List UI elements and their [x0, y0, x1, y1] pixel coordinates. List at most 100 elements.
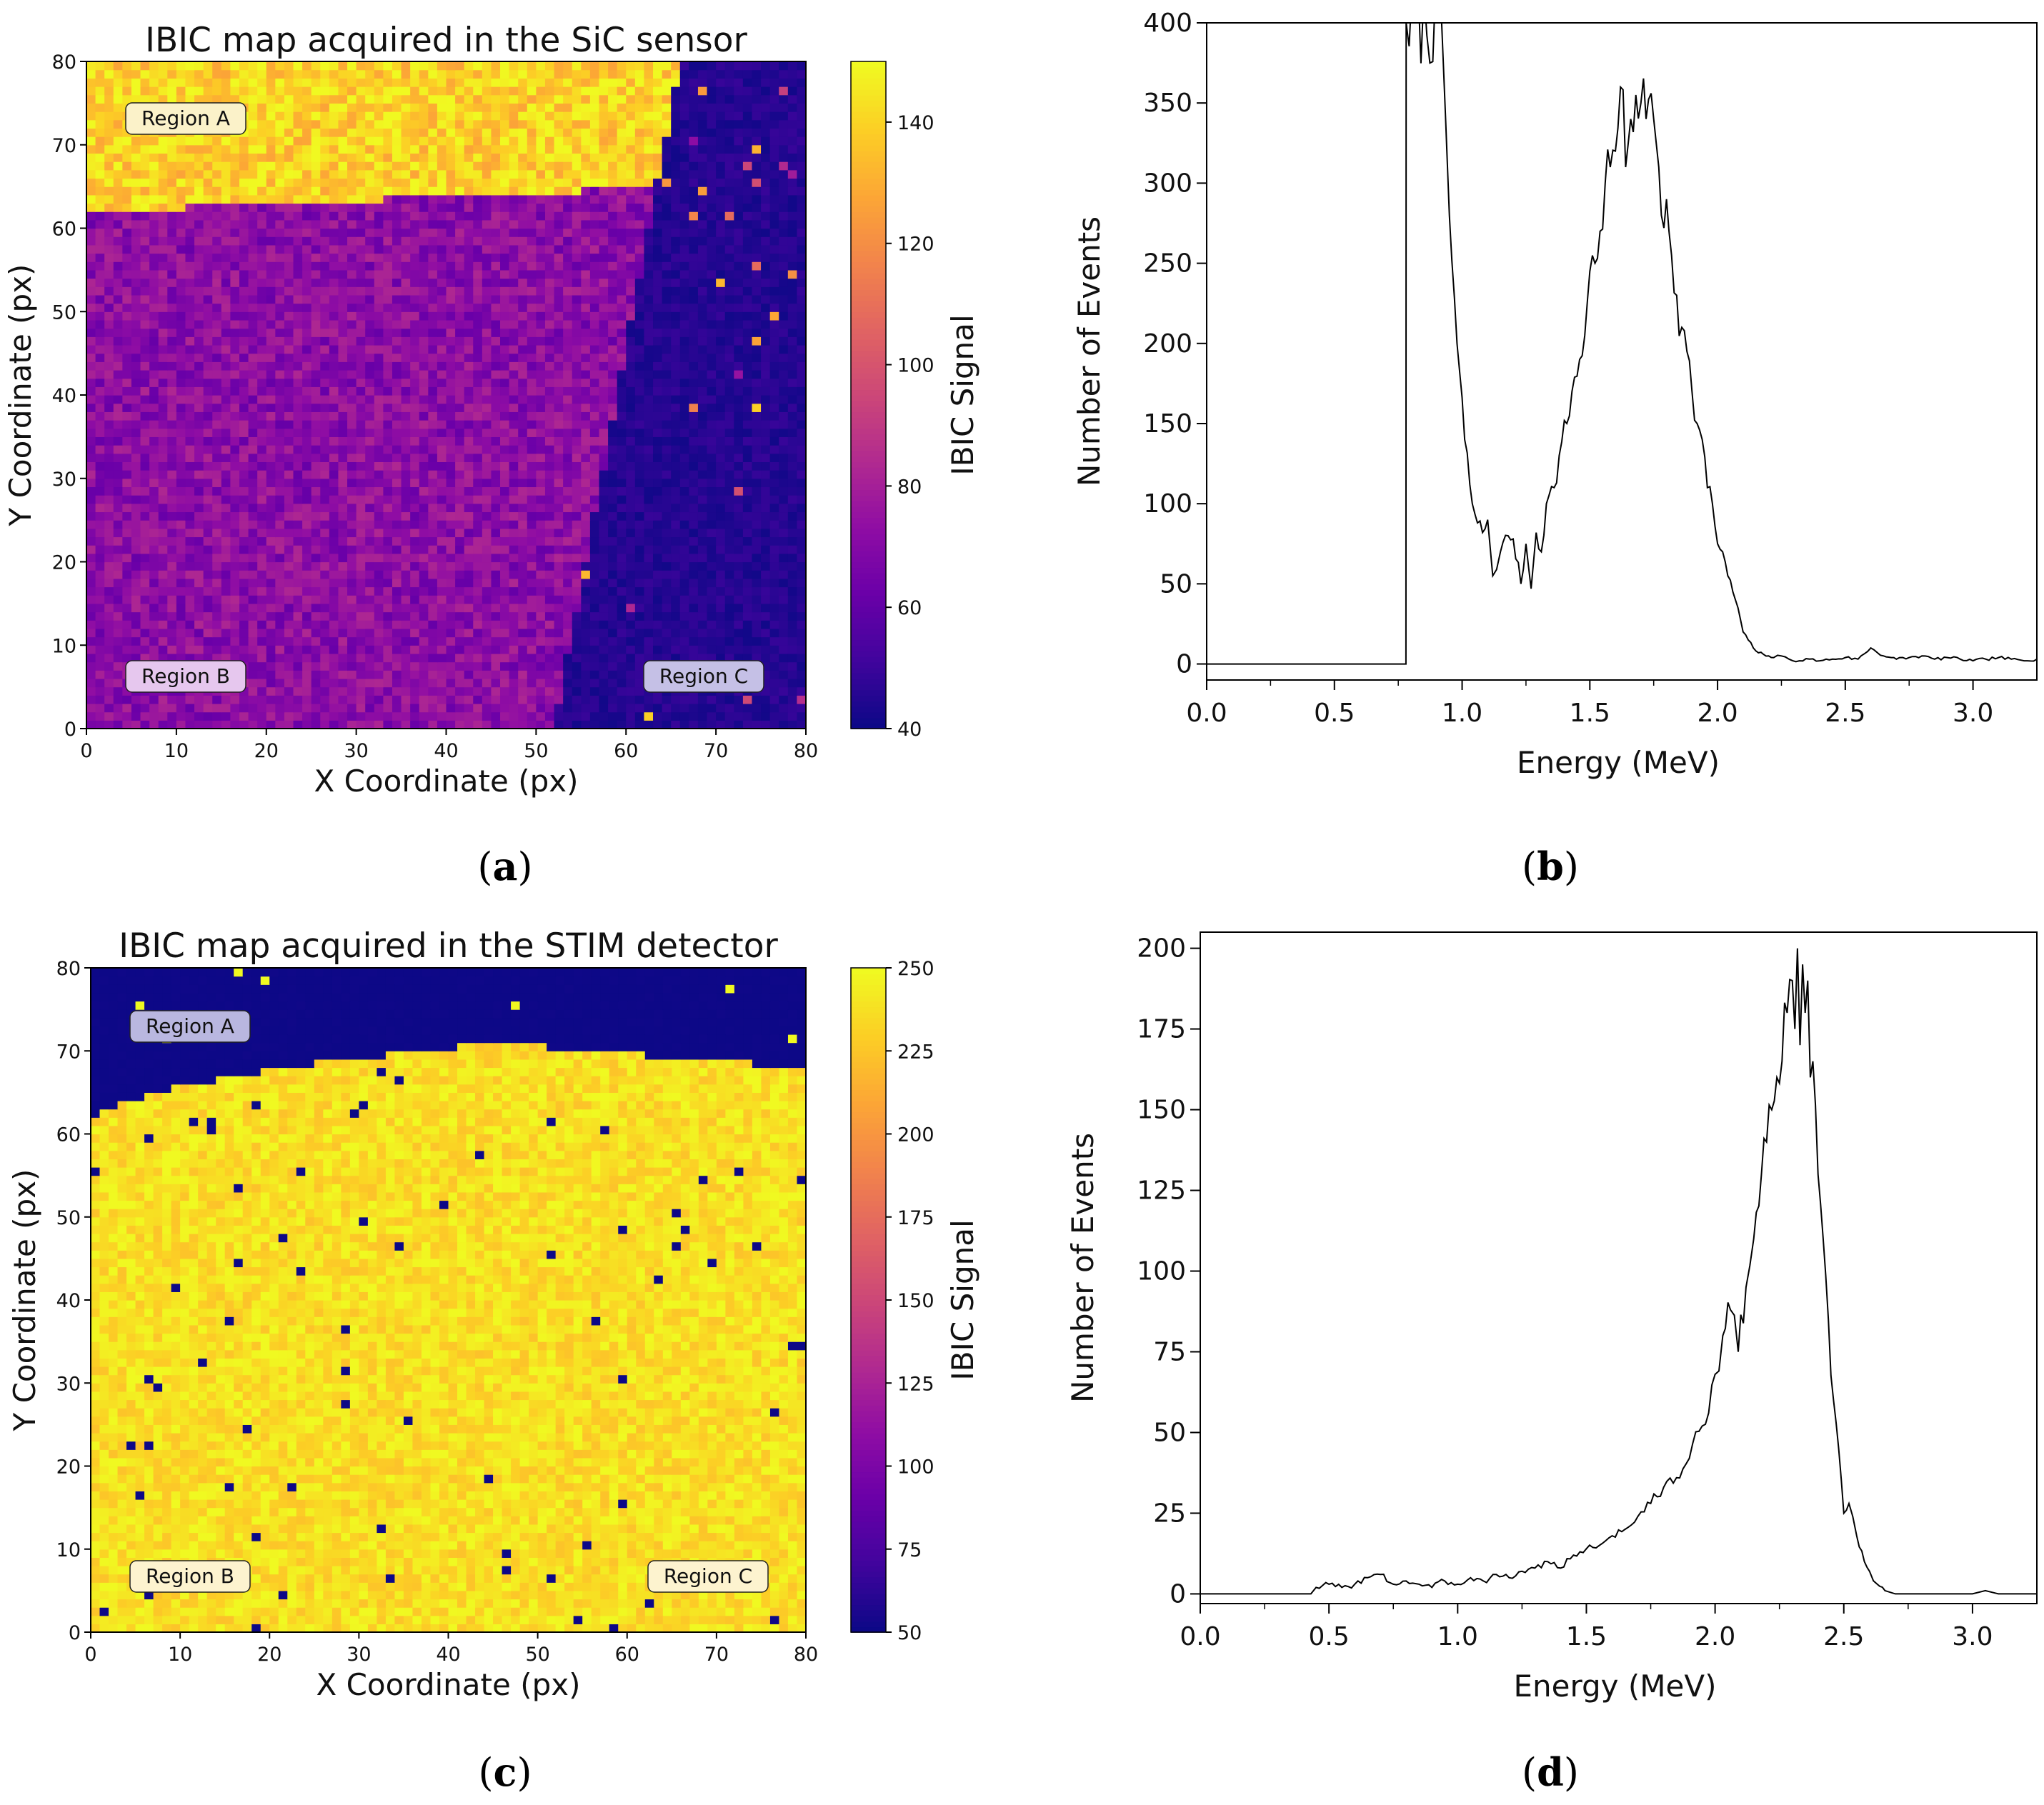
heatmap-cell	[742, 228, 753, 237]
heatmap-cell	[140, 228, 150, 237]
heatmap-cell	[572, 353, 582, 362]
heatmap-cell	[275, 553, 285, 563]
heatmap-cell	[527, 711, 537, 721]
heatmap-cell	[167, 428, 177, 437]
heatmap-cell	[149, 528, 159, 538]
heatmap-cell	[194, 703, 204, 713]
heatmap-cell	[266, 420, 276, 429]
heatmap-cell	[86, 461, 96, 471]
heatmap-cell	[554, 578, 564, 588]
heatmap-cell	[113, 219, 123, 229]
heatmap-cell	[527, 653, 537, 663]
heatmap-cell	[724, 461, 734, 471]
heatmap-cell	[86, 645, 96, 654]
heatmap-cell	[500, 628, 510, 638]
heatmap-cell	[230, 336, 240, 346]
heatmap-cell	[662, 636, 672, 646]
heatmap-cell	[779, 503, 789, 513]
heatmap-cell	[734, 219, 744, 229]
heatmap-cell	[509, 261, 519, 271]
heatmap-cell	[769, 211, 779, 221]
heatmap-cell	[248, 495, 258, 504]
heatmap-cell	[634, 645, 645, 654]
heatmap-cell	[554, 420, 564, 429]
heatmap-cell	[697, 636, 708, 646]
heatmap-cell	[248, 211, 258, 221]
heatmap-cell	[428, 403, 438, 412]
heatmap-cell	[140, 203, 150, 212]
heatmap-cell	[275, 420, 285, 429]
heatmap-cell	[158, 353, 168, 362]
heatmap-cell	[365, 294, 375, 304]
heatmap-cell	[248, 311, 258, 321]
heatmap-cell	[239, 520, 249, 529]
heatmap-cell	[392, 520, 402, 529]
heatmap-cell	[455, 653, 465, 663]
heatmap-cell	[419, 336, 429, 346]
heatmap-cell	[697, 628, 708, 638]
heatmap-cell	[742, 378, 753, 387]
heatmap-cell	[662, 461, 672, 471]
heatmap-cell	[473, 353, 483, 362]
heatmap-cell	[401, 219, 411, 229]
heatmap-cell	[716, 570, 726, 579]
heatmap-cell	[554, 319, 564, 329]
heatmap-cell	[266, 686, 276, 696]
heatmap-cell	[527, 369, 537, 379]
heatmap-cell	[518, 636, 528, 646]
heatmap-cell	[320, 328, 330, 337]
heatmap-cell	[617, 244, 627, 254]
heatmap-cell	[707, 436, 717, 446]
heatmap-cell	[752, 628, 762, 638]
heatmap-cell	[634, 711, 645, 721]
heatmap-cell	[563, 528, 573, 538]
heatmap-cell	[491, 661, 501, 671]
heatmap-cell	[302, 253, 312, 262]
heatmap-cell	[734, 253, 744, 262]
heatmap-cell	[509, 319, 519, 329]
heatmap-cell	[392, 395, 402, 404]
heatmap-cell	[293, 511, 303, 521]
heatmap-cell	[536, 269, 546, 279]
heatmap-cell	[428, 503, 438, 513]
heatmap-cell	[581, 461, 591, 471]
heatmap-cell	[419, 536, 429, 546]
heatmap-cell	[311, 453, 321, 462]
heatmap-cell	[464, 653, 474, 663]
heatmap-cell	[140, 378, 150, 387]
heatmap-cell	[356, 269, 366, 279]
heatmap-cell	[365, 286, 375, 296]
heatmap-cell	[581, 436, 591, 446]
heatmap-cell	[437, 470, 447, 479]
heatmap-cell	[626, 369, 636, 379]
heatmap-cell	[608, 520, 618, 529]
heatmap-cell	[797, 703, 807, 713]
heatmap-cell	[158, 461, 168, 471]
heatmap-cell	[536, 369, 546, 379]
heatmap-cell	[410, 453, 420, 462]
heatmap-cell	[608, 478, 618, 488]
heatmap-cell	[446, 478, 456, 488]
heatmap-cell	[769, 344, 779, 354]
heatmap-cell	[787, 436, 798, 446]
heatmap-cell	[221, 603, 231, 613]
heatmap-cell	[716, 636, 726, 646]
heatmap-cell	[113, 403, 123, 412]
heatmap-cell	[518, 261, 528, 271]
heatmap-cell	[617, 319, 627, 329]
heatmap-cell	[185, 453, 195, 462]
heatmap-cell	[113, 445, 123, 454]
heatmap-cell	[626, 336, 636, 346]
heatmap-cell	[320, 269, 330, 279]
heatmap-cell	[257, 520, 267, 529]
heatmap-cell	[239, 495, 249, 504]
heatmap-cell	[644, 536, 654, 546]
heatmap-cell	[194, 253, 204, 262]
heatmap-cell	[554, 470, 564, 479]
heatmap-cell	[626, 278, 636, 287]
heatmap-cell	[203, 228, 213, 237]
heatmap-cell	[320, 428, 330, 437]
heatmap-cell	[167, 653, 177, 663]
heatmap-cell	[257, 369, 267, 379]
heatmap-cell	[95, 403, 105, 412]
